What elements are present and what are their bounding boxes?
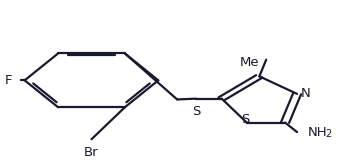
Text: S: S	[241, 113, 249, 126]
Text: NH: NH	[307, 126, 327, 139]
Text: N: N	[301, 87, 311, 100]
Text: S: S	[192, 105, 200, 118]
Text: Br: Br	[84, 146, 99, 159]
Text: Me: Me	[240, 56, 259, 69]
Text: 2: 2	[325, 129, 331, 140]
Text: F: F	[5, 74, 13, 87]
